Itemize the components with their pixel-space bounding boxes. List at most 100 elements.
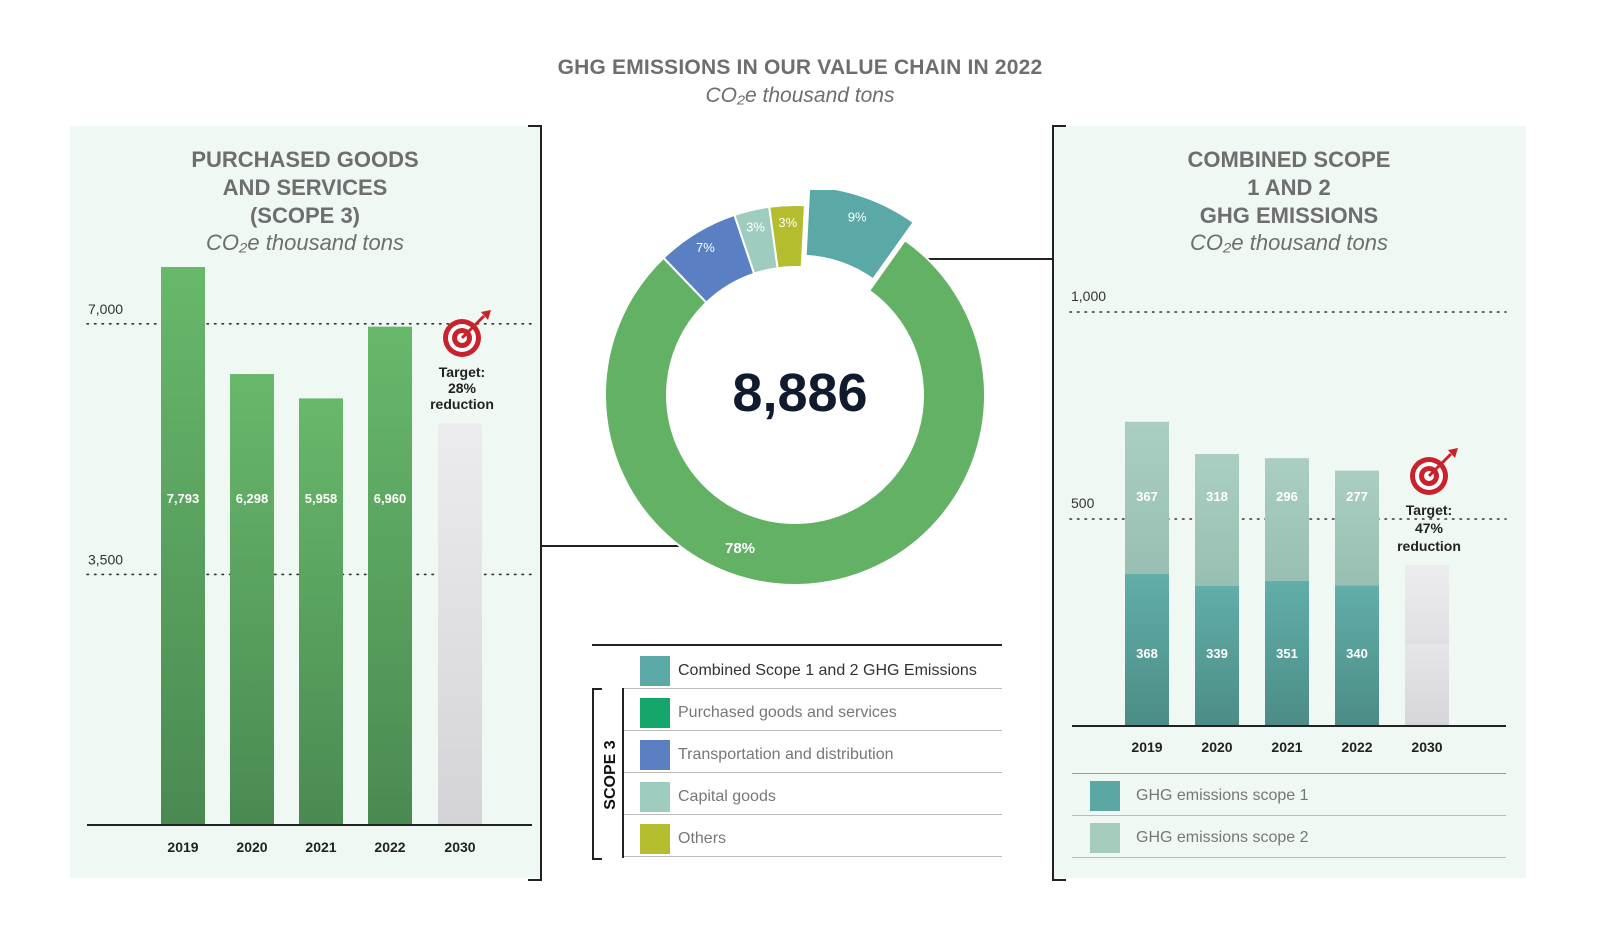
- left-ytick-label: 3,500: [88, 551, 123, 567]
- right-bar-scope1-label: 340: [1346, 646, 1368, 661]
- right-bar-scope1-label: 351: [1276, 646, 1298, 661]
- right-legend-swatch-0: [1090, 781, 1120, 811]
- legend-rule-4: [624, 814, 1002, 815]
- legend-label-3: Capital goods: [678, 788, 776, 805]
- left-bar-value-label: 6,298: [236, 491, 269, 506]
- left-bar: [230, 374, 274, 825]
- donut-slice-label: 9%: [848, 210, 867, 225]
- right-target-bar-scope1: [1405, 644, 1449, 726]
- scope3-bracket: [592, 688, 602, 860]
- left-panel-bracket: [528, 125, 542, 881]
- right-ytick-label: 1,000: [1071, 288, 1106, 304]
- right-xtick-label: 2020: [1201, 739, 1232, 755]
- right-xtick-label: 2030: [1411, 739, 1442, 755]
- right-bar-scope2: [1195, 454, 1239, 586]
- donut-slice-label: 7%: [696, 240, 715, 255]
- left-bar-value-label: 6,960: [374, 491, 407, 506]
- right-legend-swatch-1: [1090, 823, 1120, 853]
- right-bar-scope1: [1195, 585, 1239, 726]
- left-panel-title: PURCHASED GOODS AND SERVICES (SCOPE 3) C…: [70, 146, 540, 256]
- right-target-bar-scope2: [1405, 564, 1449, 645]
- legend-swatch-1: [640, 698, 670, 728]
- legend-rule-3: [624, 772, 1002, 773]
- right-legend: GHG emissions scope 1 GHG emissions scop…: [1072, 773, 1506, 863]
- legend-label-1: Purchased goods and services: [678, 704, 897, 721]
- right-bar-scope1: [1125, 573, 1169, 726]
- right-bar-scope2-label: 318: [1206, 489, 1228, 504]
- right-bar-scope2-label: 367: [1136, 489, 1158, 504]
- legend-top-rule: [592, 644, 1002, 646]
- right-ytick-label: 500: [1071, 495, 1095, 511]
- left-title-line-2: AND SERVICES: [222, 175, 388, 200]
- donut-slice-label: 3%: [746, 220, 765, 235]
- donut-hole: [669, 269, 921, 521]
- right-bar-scope1-label: 339: [1206, 646, 1228, 661]
- right-panel-subtitle: CO₂e thousand tons: [1190, 230, 1388, 255]
- right-panel-bracket: [1052, 125, 1066, 881]
- right-bar-scope2: [1125, 421, 1169, 574]
- legend-item-3: Capital goods: [640, 778, 1002, 814]
- left-panel-subtitle: CO₂e thousand tons: [206, 230, 404, 255]
- right-xtick-label: 2022: [1341, 739, 1372, 755]
- right-legend-rule-2: [1072, 857, 1506, 858]
- right-target-text: 47%: [1415, 520, 1444, 536]
- donut-slice: [768, 204, 806, 270]
- legend-swatch-0: [640, 656, 670, 686]
- right-bar-scope1: [1335, 585, 1379, 726]
- left-bar-chart: 3,500 7,000 7,793 2019 6,298 2020 5,958 2021 6,9…: [86, 267, 536, 855]
- left-bar: [161, 267, 205, 825]
- right-xtick-label: 2021: [1271, 739, 1302, 755]
- left-bar: [368, 326, 412, 825]
- right-target-text: Target:: [1406, 502, 1452, 518]
- legend-label-0: Combined Scope 1 and 2 GHG Emissions: [678, 662, 977, 679]
- center-legend: Combined Scope 1 and 2 GHG Emissions SCO…: [592, 644, 1002, 860]
- legend-swatch-4: [640, 824, 670, 854]
- legend-rule-5: [624, 856, 1002, 857]
- right-bar-scope1-label: 368: [1136, 646, 1158, 661]
- left-bar: [299, 398, 343, 825]
- right-title-line-3: GHG EMISSIONS: [1199, 203, 1379, 228]
- donut-total: 8,886: [732, 363, 868, 423]
- right-bar-scope2-label: 277: [1346, 489, 1368, 504]
- right-target-text: reduction: [1397, 538, 1461, 554]
- donut-slice: [604, 238, 986, 586]
- left-xtick-label: 2021: [305, 839, 336, 855]
- left-ytick-label: 7,000: [88, 301, 123, 317]
- legend-item-1: Purchased goods and services: [640, 694, 1002, 730]
- left-bar-value-label: 5,958: [305, 491, 338, 506]
- right-legend-label-1: GHG emissions scope 2: [1136, 829, 1309, 846]
- chart-subtitle: CO₂e thousand tons: [705, 84, 895, 107]
- left-target-text: Target:: [439, 364, 485, 380]
- right-legend-label-0: GHG emissions scope 1: [1136, 787, 1309, 804]
- donut-slice-label: 78%: [725, 540, 755, 557]
- left-target-icon: [443, 310, 491, 357]
- left-xtick-label: 2019: [167, 839, 198, 855]
- chart-title: GHG EMISSIONS IN OUR VALUE CHAIN IN 2022: [557, 56, 1043, 79]
- left-xtick-label: 2030: [444, 839, 475, 855]
- left-target-text: reduction: [430, 396, 494, 412]
- right-bar-scope2: [1265, 458, 1309, 581]
- left-title-line-3: (SCOPE 3): [249, 203, 361, 228]
- left-target-bar: [438, 423, 482, 825]
- right-legend-top-rule: [1072, 773, 1506, 774]
- left-xtick-label: 2020: [236, 839, 267, 855]
- legend-swatch-3: [640, 782, 670, 812]
- left-target-text: 28%: [448, 380, 477, 396]
- right-panel-title: COMBINED SCOPE 1 AND 2 GHG EMISSIONS CO₂…: [1052, 146, 1526, 256]
- legend-item-0: Combined Scope 1 and 2 GHG Emissions: [640, 652, 1002, 688]
- legend-rule-1: [622, 688, 1002, 689]
- legend-item-2: Transportation and distribution: [640, 736, 1002, 772]
- legend-label-2: Transportation and distribution: [678, 746, 894, 763]
- donut-slice: [804, 190, 916, 281]
- right-title-line-2: 1 AND 2: [1247, 175, 1331, 200]
- scope3-inner-rule: [622, 688, 624, 858]
- left-bar-value-label: 7,793: [167, 491, 200, 506]
- right-legend-item-0: GHG emissions scope 1: [1090, 779, 1490, 813]
- right-target-icon: [1410, 448, 1458, 495]
- donut-chart: 9% 78% 7% 3% 3%: [604, 190, 986, 586]
- right-bar-scope1: [1265, 580, 1309, 726]
- donut-slice-label: 3%: [778, 215, 797, 230]
- legend-item-4: Others: [640, 820, 1002, 856]
- right-bar-scope2: [1335, 470, 1379, 586]
